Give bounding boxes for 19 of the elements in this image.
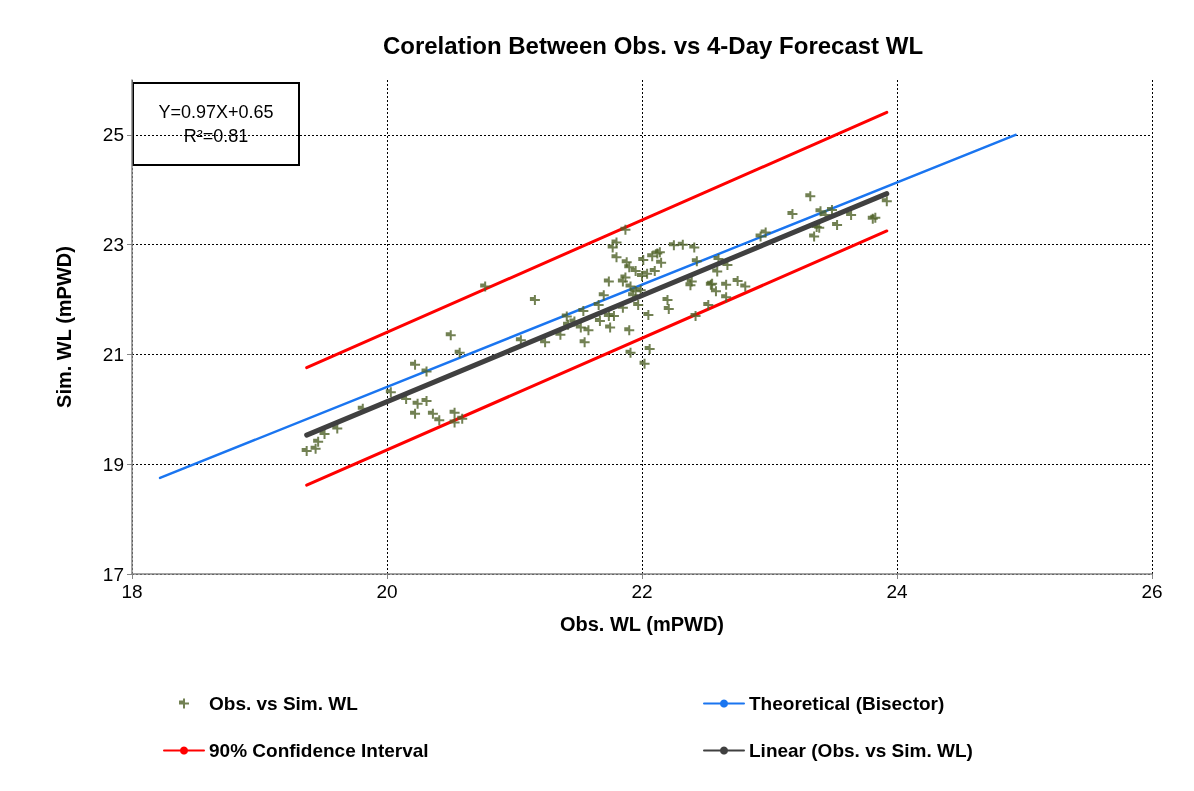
x-tick-label: 22: [631, 581, 653, 602]
y-tick-label: 21: [102, 343, 124, 365]
x-tick-label: 18: [121, 581, 143, 602]
y-tick-label: 17: [102, 563, 124, 585]
chart-title: Corelation Between Obs. vs 4-Day Forecast WL: [382, 31, 924, 59]
x-tick-label: 26: [1141, 581, 1163, 602]
annotation: R²=0.81: [183, 126, 249, 146]
legend-label: Theoretical (Bisector): [749, 693, 945, 714]
y-tick-label: 23: [102, 234, 124, 256]
annotation: Y=0.97X+0.65: [158, 102, 274, 122]
legend-label: Linear (Obs. vs Sim. WL): [749, 740, 973, 761]
x-axis-title: Obs. WL (mPWD): [559, 613, 725, 635]
y-axis-title: Sim. WL (mPWD): [53, 246, 75, 408]
legend-label: 90% Confidence Interval: [209, 740, 429, 761]
y-tick-label: 19: [102, 453, 124, 475]
y-tick-label: 25: [102, 124, 124, 146]
x-tick-label: 20: [376, 581, 398, 602]
legend-label: Obs. vs Sim. WL: [209, 693, 359, 714]
x-tick-label: 24: [886, 581, 908, 602]
